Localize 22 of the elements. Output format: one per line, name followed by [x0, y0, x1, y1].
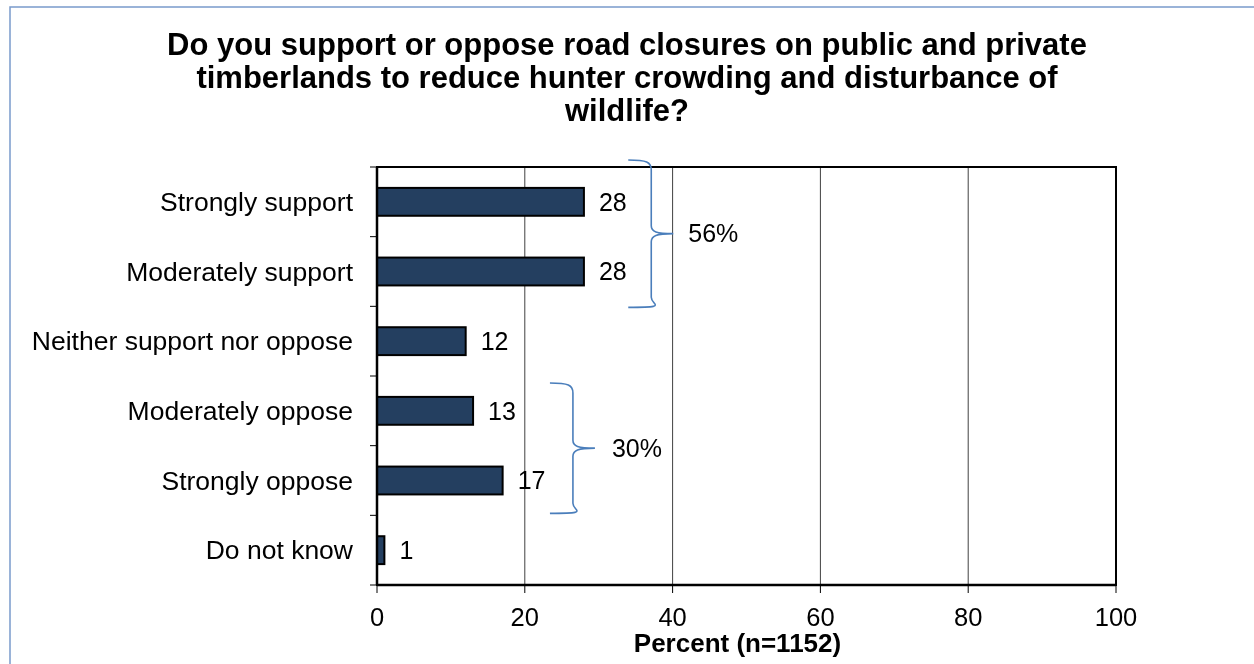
data-label: 12 [480, 326, 509, 355]
x-tick-label: 80 [954, 603, 983, 631]
y-tick-label: Strongly oppose [161, 465, 353, 496]
x-tick-label: 60 [806, 603, 835, 631]
data-label: 28 [598, 257, 627, 286]
y-tick-label: Do not know [205, 535, 354, 566]
data-label: 1 [399, 535, 414, 564]
x-tick-label: 40 [658, 603, 687, 631]
x-tick-label: 0 [369, 603, 385, 631]
y-tick-label: Moderately support [126, 256, 354, 287]
data-label: 17 [517, 466, 546, 495]
chart-title: Do you support or oppose road closures on public and private timberlands to reduce hunter crowding and disturbance of wildlife? [167, 27, 1087, 128]
x-tick-label: 100 [1094, 603, 1138, 631]
x-axis-title: Percent (n=1152) [633, 628, 842, 658]
x-tick-label: 20 [510, 603, 539, 631]
data-label: 28 [598, 187, 627, 216]
y-tick-label: Moderately oppose [127, 396, 353, 427]
annotation: 30% [611, 433, 662, 462]
data-label: 13 [488, 396, 516, 425]
y-tick-label: Strongly support [160, 187, 354, 218]
y-tick-label: Neither support nor oppose [31, 326, 353, 357]
annotation: 56% [688, 219, 739, 248]
